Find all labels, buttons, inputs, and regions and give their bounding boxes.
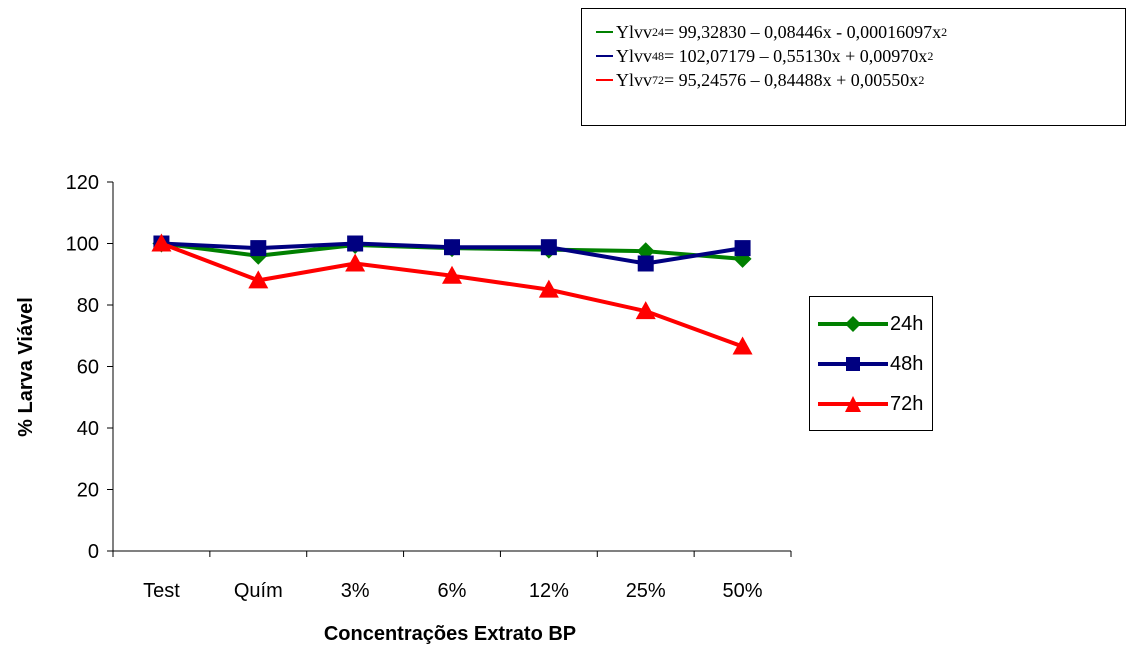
- legend-marker-24h: [818, 316, 888, 332]
- legend-diamond-marker: [845, 316, 861, 332]
- legend: 24h 48h 72h: [809, 296, 933, 431]
- equation-72h-swatch: [596, 79, 613, 81]
- legend-label-48h: 48h: [890, 352, 924, 375]
- axes: 0 20 40 60 80 100 120 Test Quím 3% 6% 12% 25% 50%: [66, 172, 792, 602]
- data-point-72h: [442, 265, 462, 284]
- data-point-48h: [444, 239, 460, 256]
- equation-48h-subscript: 48: [652, 48, 664, 63]
- legend-item-24h: 24h: [816, 309, 923, 339]
- equation-72h-subscript: 72: [652, 72, 664, 87]
- x-tick-label: 50%: [723, 580, 763, 602]
- y-axis-title: % Larva Viável: [15, 297, 37, 437]
- legend-marker-72h: [818, 396, 888, 412]
- x-axis-title: Concentrações Extrato BP: [324, 623, 576, 645]
- data-point-72h: [248, 270, 269, 289]
- x-tick-label: 6%: [438, 580, 467, 602]
- equation-24h-swatch: [596, 31, 613, 33]
- equation-24h: Ylvv 24 = 99,32830 – 0,08446x - 0,0001609…: [596, 21, 947, 43]
- equation-24h-body: = 99,32830 – 0,08446x - 0,00016097x: [664, 21, 942, 42]
- y-tick-label: 40: [77, 418, 99, 440]
- equation-48h-body: = 102,07179 – 0,55130x + 0,00970x: [664, 45, 928, 66]
- y-tick-label: 100: [66, 234, 99, 256]
- legend-item-48h: 48h: [816, 349, 923, 379]
- equation-72h-prefix: Ylvv: [616, 69, 652, 90]
- data-point-72h: [151, 233, 172, 252]
- data-point-72h: [635, 301, 656, 320]
- series-layer: [151, 233, 753, 355]
- data-point-48h: [347, 235, 364, 252]
- data-point-72h: [732, 336, 753, 355]
- y-tick-label: 80: [77, 295, 99, 317]
- legend-triangle-marker: [845, 396, 861, 412]
- series-line-72h: [160, 241, 744, 349]
- y-tick-label: 20: [77, 480, 99, 502]
- equation-24h-prefix: Ylvv: [616, 21, 652, 42]
- x-tick-label: 12%: [529, 580, 569, 602]
- equation-48h: Ylvv 48 = 102,07179 – 0,55130x + 0,00970x…: [596, 45, 933, 67]
- legend-marker-48h: [818, 357, 888, 371]
- data-point-48h: [637, 255, 654, 272]
- equation-24h-subscript: 24: [652, 24, 664, 39]
- legend-square-marker: [846, 357, 860, 371]
- x-tick-label: Test: [143, 580, 180, 602]
- equations-box: Ylvv 24 = 99,32830 – 0,08446x - 0,0001609…: [581, 8, 1126, 126]
- equation-72h: Ylvv 72 = 95,24576 – 0,84488x + 0,00550x 2: [596, 69, 924, 91]
- legend-item-72h: 72h: [816, 389, 923, 419]
- equation-48h-swatch: [596, 55, 613, 57]
- x-tick-label: Quím: [234, 580, 283, 602]
- equation-72h-body: = 95,24576 – 0,84488x + 0,00550x: [664, 69, 919, 90]
- series-72h: [151, 233, 753, 355]
- series-48h: [153, 235, 751, 272]
- data-point-48h: [540, 239, 557, 256]
- legend-label-72h: 72h: [890, 392, 924, 415]
- y-tick-label: 0: [88, 541, 99, 563]
- data-point-48h: [250, 240, 267, 257]
- equation-48h-prefix: Ylvv: [616, 45, 652, 66]
- y-tick-label: 120: [66, 172, 99, 194]
- x-tick-label: 25%: [626, 580, 666, 602]
- legend-label-24h: 24h: [890, 312, 924, 335]
- x-tick-label: 3%: [341, 580, 370, 602]
- data-point-48h: [734, 240, 751, 257]
- y-tick-label: 60: [77, 357, 99, 379]
- data-point-72h: [538, 279, 559, 298]
- data-point-72h: [345, 253, 366, 272]
